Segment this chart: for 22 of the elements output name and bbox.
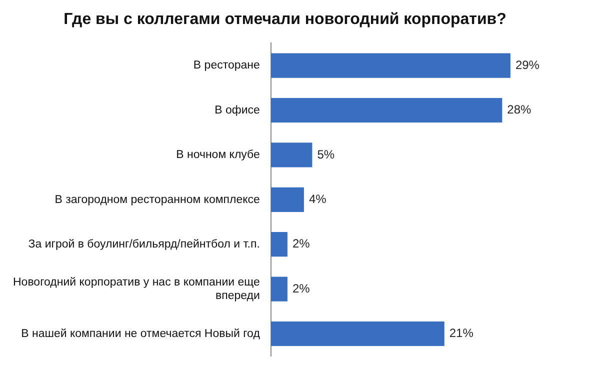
data-label: 5% — [317, 147, 335, 162]
bar — [270, 98, 502, 123]
data-label: 4% — [308, 192, 327, 206]
data-label: 29% — [515, 58, 540, 72]
data-label: 2% — [292, 281, 310, 296]
y-tick-label: За игрой в боулинг/бильярд/пейнтбол и т.п. — [28, 238, 260, 251]
y-tick-label: В ночном клубе — [176, 149, 260, 162]
y-tick-label: В ресторане — [193, 60, 260, 72]
bar — [270, 142, 312, 168]
y-tick-label: В нашей компании не отмечается Новый год — [21, 328, 260, 340]
data-label: 28% — [507, 102, 532, 117]
y-tick-label: В офисе — [214, 104, 260, 116]
bar — [270, 276, 288, 302]
y-tick-label: В загородном ресторанном комплексе — [54, 194, 260, 206]
data-label: 21% — [449, 326, 474, 340]
data-label: 2% — [292, 236, 310, 251]
bar — [270, 53, 510, 78]
y-tick-label: Новогодний корпоратив у нас в компании еще впереди — [12, 276, 260, 302]
bar — [270, 232, 288, 257]
bar — [270, 321, 444, 346]
bar — [270, 187, 304, 212]
chart-title: Где вы с коллегами отмечали новогодний корпоратив? — [64, 11, 506, 28]
